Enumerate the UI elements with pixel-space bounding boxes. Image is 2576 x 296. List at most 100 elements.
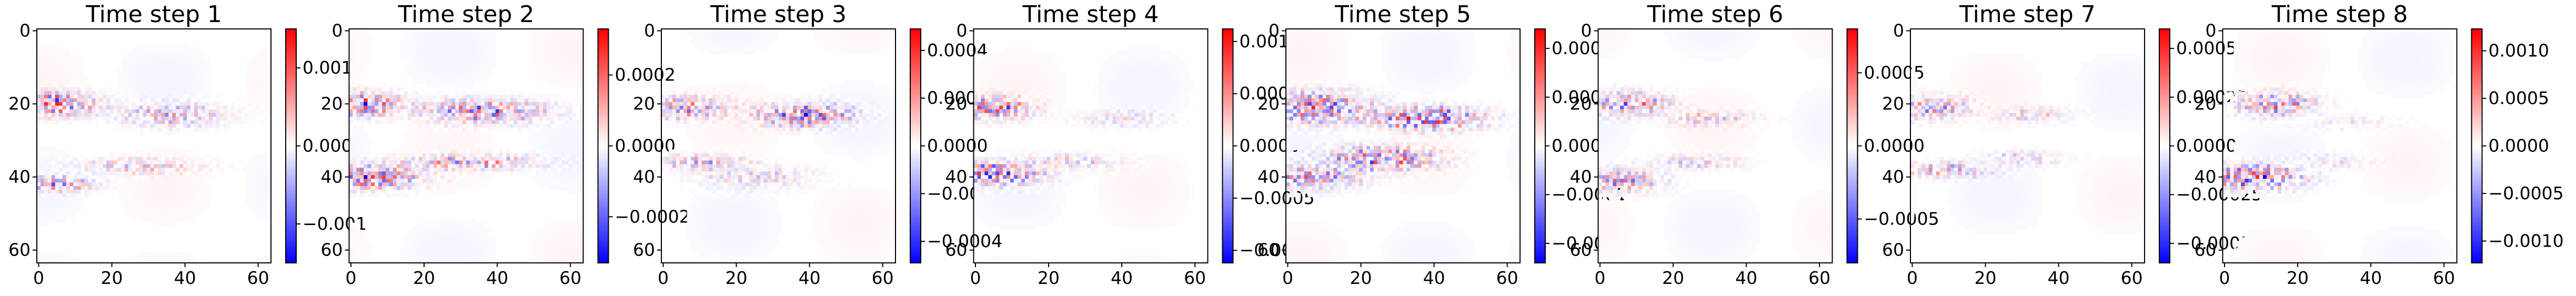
heatmap-cell [256,102,260,106]
heatmap-cell [37,219,41,223]
heatmap-cell [353,146,356,150]
heatmap-cell [187,219,190,223]
heatmap-cell [231,120,235,124]
heatmap-cell [63,80,66,84]
heatmap-cell [462,142,466,146]
heatmap-cell [139,149,143,153]
heatmap-cell [404,106,408,109]
heatmap-cell [176,109,179,113]
heatmap-cell [554,135,558,139]
heatmap-cell [760,29,764,33]
heatmap-cell [202,205,205,208]
heatmap-cell [444,91,448,95]
heatmap-cell [48,193,52,197]
heatmap-cell [543,73,547,76]
heatmap-cell [437,80,440,84]
heatmap-cell [253,190,256,193]
heatmap-cell [437,179,440,182]
heatmap-cell [429,182,433,186]
heatmap-cell [349,109,353,113]
heatmap-cell [364,186,367,190]
heatmap-cell [561,219,565,223]
heatmap-cell [558,179,561,182]
heatmap-cell [757,40,760,44]
heatmap-cell [536,171,539,175]
heatmap-cell [187,51,190,55]
heatmap-cell [444,124,448,128]
heatmap-cell [437,117,440,120]
heatmap-cell [48,113,52,117]
heatmap-cell [209,175,213,179]
heatmap-cell [558,230,561,233]
heatmap-cell [187,120,190,124]
heatmap-cell [444,102,448,106]
heatmap-cell [249,91,253,95]
heatmap-cell [440,153,444,157]
heatmap-cell [249,117,253,120]
heatmap-cell [190,69,194,73]
heatmap-cell [187,113,190,117]
heatmap-cell [437,36,440,40]
heatmap-cell [411,233,415,237]
heatmap-cell [488,139,492,142]
heatmap-cell [136,66,139,69]
heatmap-cell [187,55,190,58]
heatmap-cell [227,117,231,120]
heatmap-cell [59,55,63,58]
heatmap-cell [415,106,419,109]
heatmap-cell [444,168,448,171]
heatmap-cell [727,47,731,51]
heatmap-cell [528,55,532,58]
heatmap-cell [92,95,95,98]
heatmap-cell [477,55,481,58]
heatmap-cell [400,47,404,51]
heatmap-cell [70,182,74,186]
heatmap-cell [444,256,448,259]
heatmap-cell [194,186,198,190]
heatmap-cell [66,164,70,168]
heatmap-cell [528,98,532,102]
heatmap-cell [451,233,455,237]
heatmap-cell [371,186,375,190]
heatmap-cell [437,244,440,248]
heatmap-cell [172,201,176,205]
heatmap-cell [154,58,158,62]
heatmap-cell [393,120,397,124]
heatmap-cell [41,102,44,106]
heatmap-cell [264,117,267,120]
heatmap-cell [506,95,510,98]
heatmap-cell [367,47,371,51]
heatmap-cell [485,256,488,259]
heatmap-cell [198,87,202,91]
heatmap-cell [444,29,448,33]
heatmap-cell [110,168,114,171]
heatmap-cell [565,58,569,62]
heatmap-cell [550,131,554,135]
heatmap-cell [161,76,165,80]
heatmap-cell [576,248,580,252]
heatmap-cell [55,113,59,117]
heatmap-cell [121,73,125,76]
heatmap-cell [488,168,492,171]
heatmap-cell [77,117,80,120]
heatmap-cell [466,168,470,171]
heatmap-cell [470,168,474,171]
heatmap-cell [451,36,455,40]
heatmap-cell [253,69,256,73]
heatmap-cell [429,51,433,55]
heatmap-cell [565,186,569,190]
heatmap-cell [451,256,455,259]
heatmap-cell [749,33,753,36]
heatmap-cell [194,124,198,128]
heatmap-cell [474,51,477,55]
heatmap-cell [698,36,702,40]
heatmap-cell [168,182,172,186]
heatmap-cell [125,171,128,175]
heatmap-cell [459,179,462,182]
heatmap-cell [873,33,877,36]
heatmap-cell [256,80,260,84]
heatmap-cell [367,149,371,153]
heatmap-cell [143,190,147,193]
heatmap-cell [103,102,106,106]
heatmap-cell [99,175,103,179]
